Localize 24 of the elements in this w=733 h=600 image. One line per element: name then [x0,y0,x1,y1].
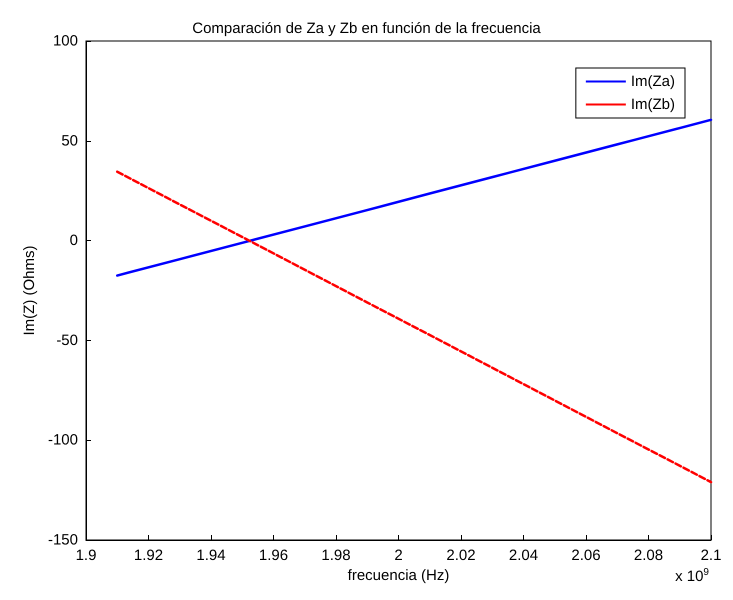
x-tick-label: 2.06 [571,547,601,564]
x-tick-label: 1.9 [76,547,96,564]
y-axis-title: Im(Z) (Ohms) [21,246,38,336]
x-tick-label: 1.92 [134,547,164,564]
x-tick-label: 2.08 [634,547,664,564]
x-tick-label: 1.94 [196,547,226,564]
legend-label: Im(Za) [630,73,676,90]
legend-label: Im(Zb) [630,96,676,113]
y-tick-label: 50 [61,132,78,150]
y-tick-label: -150 [48,532,78,548]
x-tick-label: 2.02 [446,547,476,564]
x-tick-label: 1.96 [258,547,288,564]
x-tick-label: 2 [394,547,403,564]
x-axis-title: frecuencia (Hz) [348,567,450,584]
y-tick-label: 0 [70,232,78,250]
line-series [116,170,712,484]
y-tick-label: -100 [48,432,78,449]
chart-title: Comparación de Za y Zb en función de la frecuencia [192,20,542,37]
x-tick-label: 2.1 [700,547,722,564]
line-series [116,118,712,277]
x-tick-label: 1.98 [321,547,351,564]
x-tick-label: 2.04 [508,547,538,564]
y-tick-label: -50 [56,332,78,349]
y-tick-label: 100 [52,32,78,50]
